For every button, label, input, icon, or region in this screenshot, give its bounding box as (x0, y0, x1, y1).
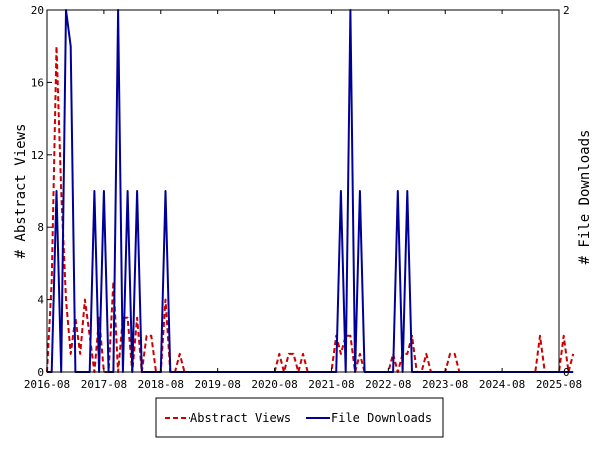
legend-label-abstract-views: Abstract Views (190, 411, 291, 425)
y-right-tick-label: 0 (563, 366, 570, 379)
plot-frame (46, 9, 560, 373)
x-tick-label: 2024-08 (479, 378, 525, 391)
y-left-tick-label: 16 (31, 76, 44, 89)
x-tick-label: 2016-08 (24, 378, 70, 391)
y-axis-left-title: # Abstract Views (13, 124, 29, 259)
x-tick-label: 2017-08 (81, 378, 127, 391)
x-tick-label: 2025-08 (536, 378, 582, 391)
y-right-tick-label: 2 (563, 4, 570, 17)
y-left-tick-label: 4 (37, 294, 44, 307)
y-left-tick-label: 20 (31, 4, 44, 17)
y-left-tick-label: 0 (37, 366, 44, 379)
y-axis-right-title: # File Downloads (577, 130, 593, 265)
x-tick-label: 2018-08 (138, 378, 184, 391)
x-tick-label: 2019-08 (194, 378, 240, 391)
y-left-tick-label: 12 (31, 149, 44, 162)
x-tick-label: 2023-08 (422, 378, 468, 391)
x-tick-label: 2020-08 (251, 378, 297, 391)
x-tick-label: 2022-08 (365, 378, 411, 391)
legend: Abstract Views File Downloads (155, 397, 444, 438)
x-tick-label: 2021-08 (308, 378, 354, 391)
legend-label-file-downloads: File Downloads (331, 411, 432, 425)
y-left-tick-label: 8 (37, 221, 44, 234)
axis-layer: 2016-08 2017-08 2018-08 2019-08 2020-08 2021-… (24, 4, 582, 391)
legend-box (155, 397, 444, 438)
